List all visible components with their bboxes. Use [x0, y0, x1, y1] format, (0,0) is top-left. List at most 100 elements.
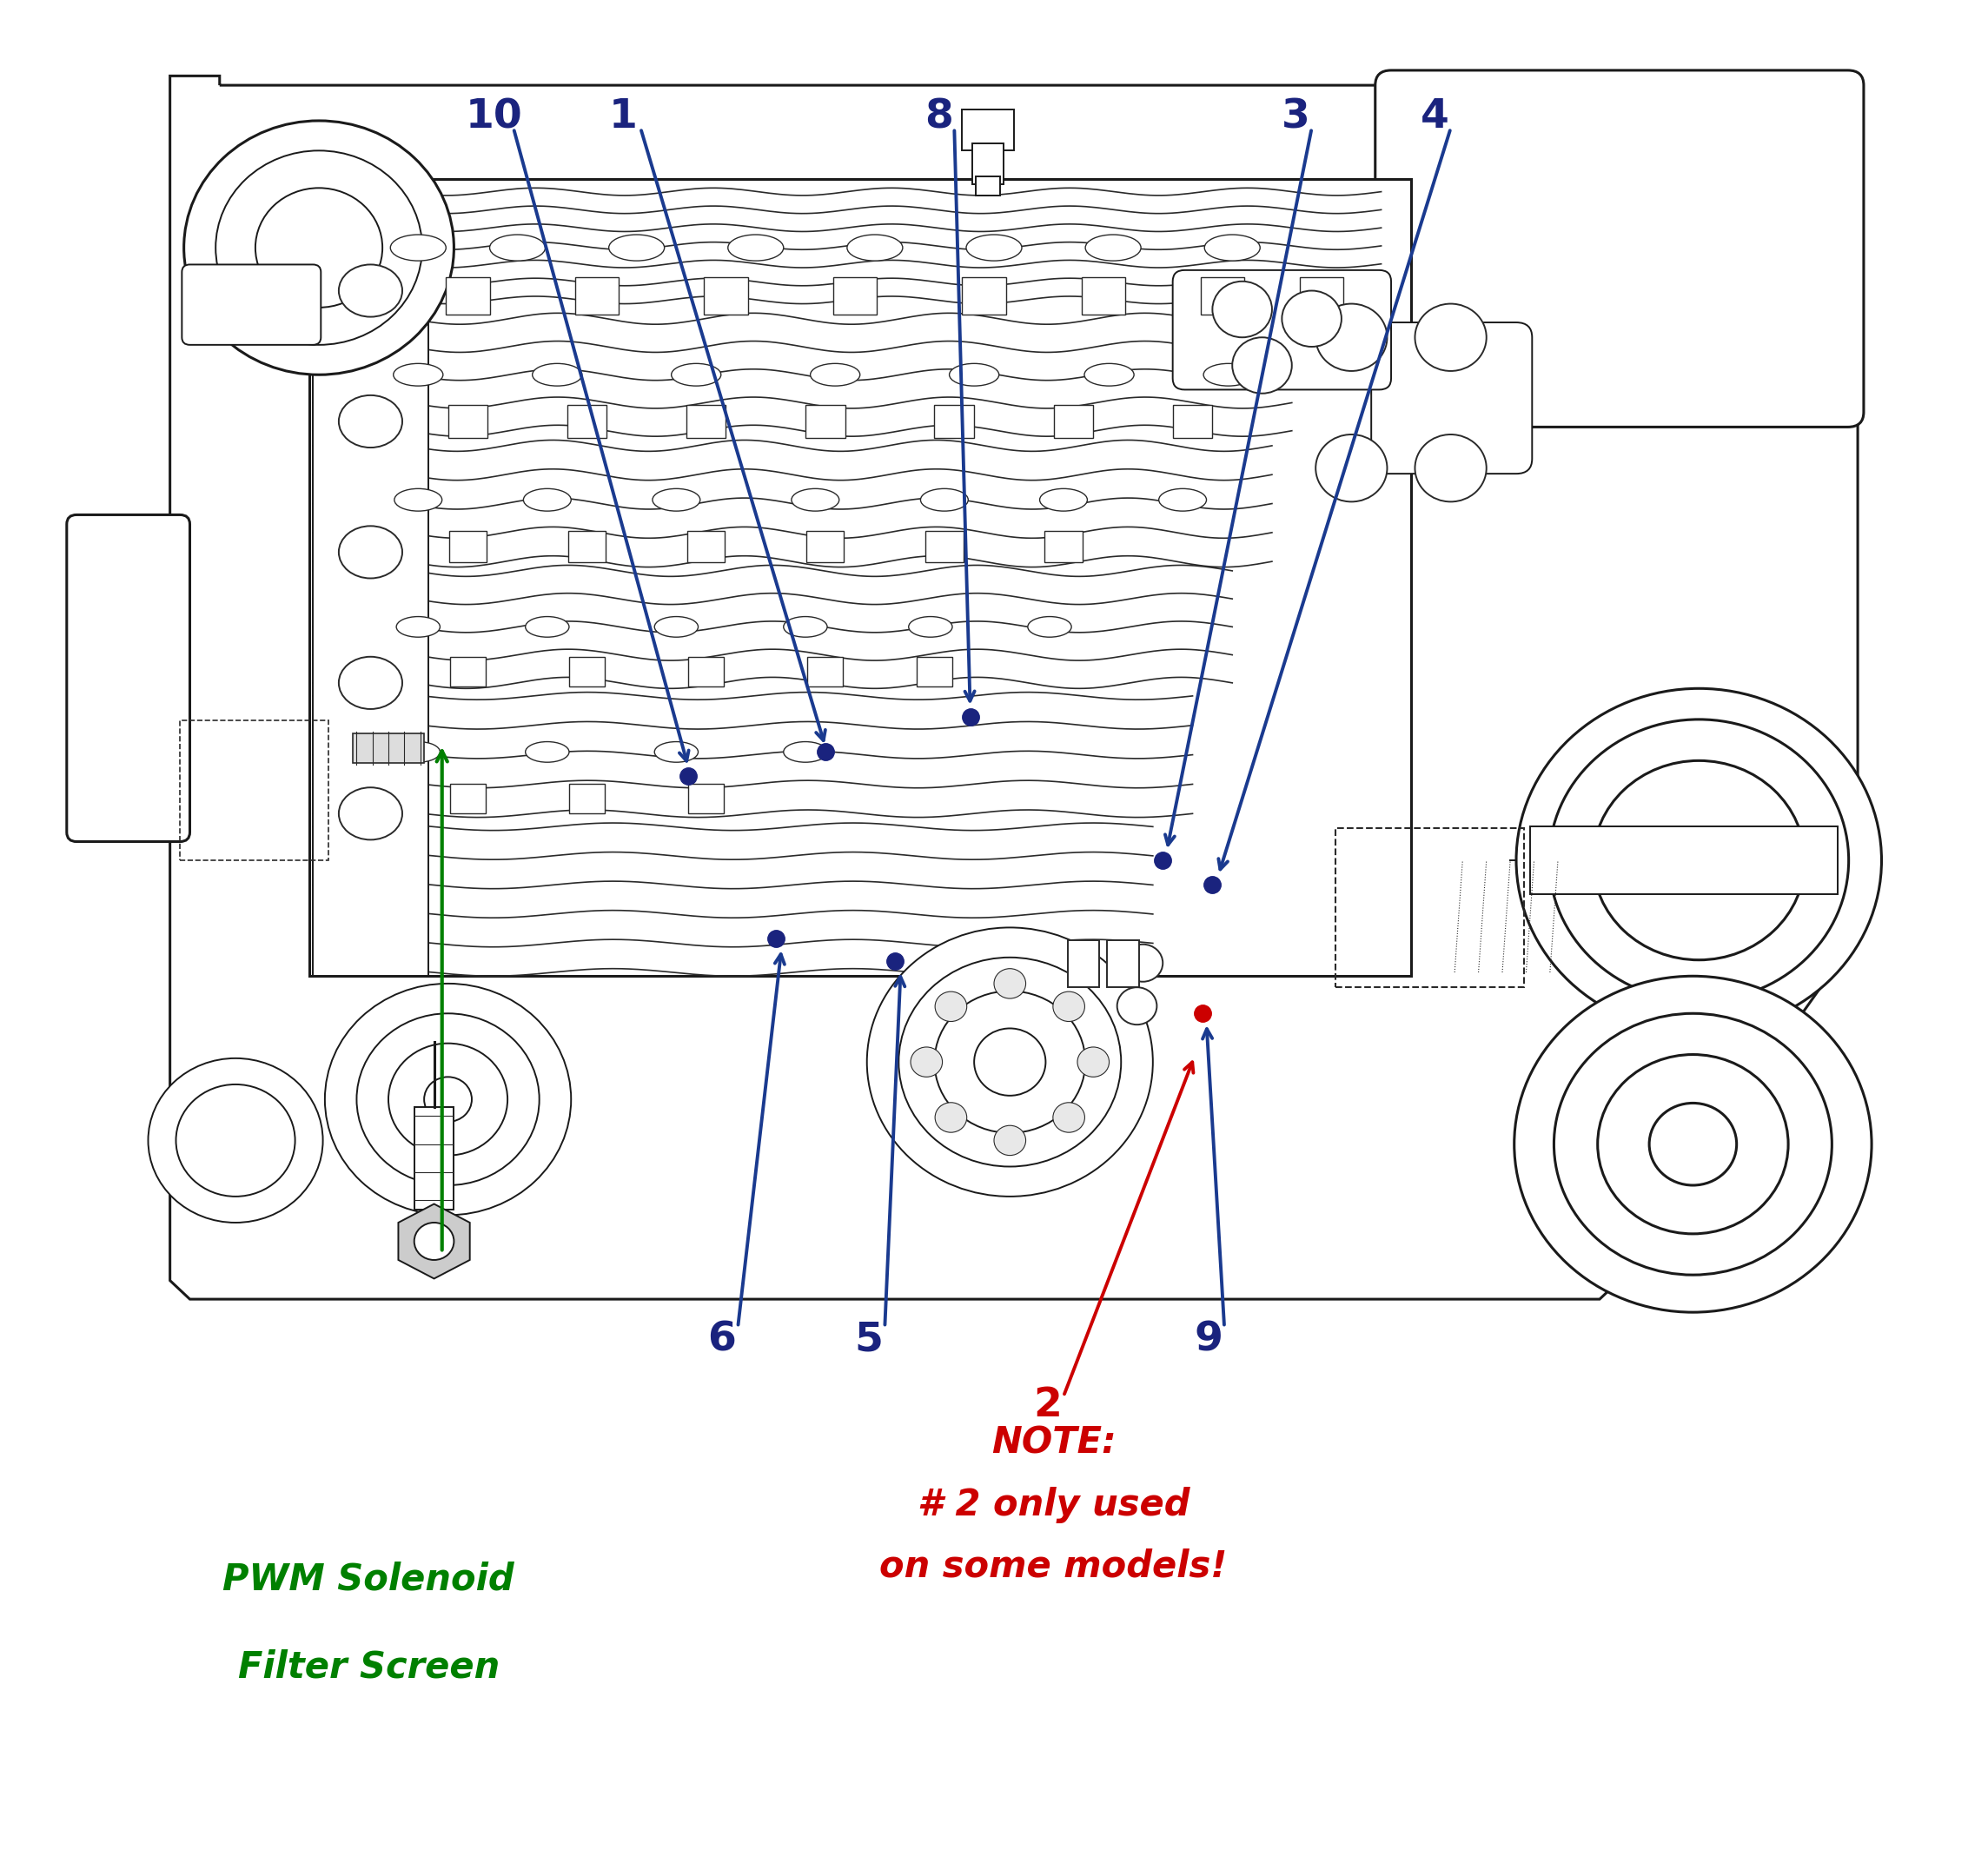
Bar	[704, 277, 747, 314]
Bar	[1107, 941, 1139, 987]
Circle shape	[1316, 303, 1388, 370]
Bar	[1173, 404, 1213, 438]
Circle shape	[1123, 944, 1163, 982]
Circle shape	[1598, 1055, 1789, 1234]
Bar	[688, 784, 724, 813]
Ellipse shape	[791, 488, 839, 511]
Bar	[1044, 531, 1081, 563]
Circle shape	[1517, 688, 1881, 1032]
Ellipse shape	[1205, 234, 1260, 260]
Ellipse shape	[1159, 488, 1207, 511]
Circle shape	[899, 957, 1121, 1167]
Ellipse shape	[1083, 363, 1133, 385]
Circle shape	[1316, 434, 1388, 501]
Bar	[962, 110, 1014, 151]
PathPatch shape	[171, 77, 1857, 1300]
Bar	[569, 531, 606, 563]
Circle shape	[177, 1085, 294, 1197]
Bar	[962, 277, 1006, 314]
Bar	[179, 720, 328, 860]
Bar	[569, 784, 604, 813]
Circle shape	[911, 1047, 942, 1077]
Ellipse shape	[672, 363, 722, 385]
Circle shape	[1555, 1014, 1831, 1275]
Ellipse shape	[338, 525, 402, 578]
Ellipse shape	[338, 395, 402, 447]
Circle shape	[867, 928, 1153, 1197]
Circle shape	[994, 969, 1026, 999]
Ellipse shape	[489, 234, 545, 260]
Text: PWM Solenoid: PWM Solenoid	[223, 1561, 515, 1597]
Text: 3: 3	[1282, 97, 1310, 137]
Circle shape	[1077, 1047, 1109, 1077]
Circle shape	[934, 991, 1085, 1133]
Ellipse shape	[728, 234, 783, 260]
Ellipse shape	[966, 234, 1022, 260]
Circle shape	[254, 189, 382, 307]
Ellipse shape	[1085, 234, 1141, 260]
Circle shape	[324, 984, 571, 1216]
Circle shape	[1415, 303, 1487, 370]
Ellipse shape	[909, 617, 952, 638]
Bar	[1531, 827, 1837, 894]
Text: 1: 1	[608, 97, 636, 137]
Ellipse shape	[920, 488, 968, 511]
Text: 5: 5	[855, 1320, 883, 1359]
Circle shape	[1650, 1103, 1738, 1186]
Bar	[805, 404, 845, 438]
Ellipse shape	[525, 617, 569, 638]
Ellipse shape	[396, 742, 439, 763]
Bar	[807, 656, 843, 686]
Ellipse shape	[396, 617, 439, 638]
Text: 2: 2	[1034, 1386, 1062, 1425]
Circle shape	[1549, 720, 1849, 1000]
Bar	[972, 144, 1004, 185]
Bar	[447, 404, 487, 438]
Bar	[312, 180, 427, 976]
Bar	[308, 180, 1411, 976]
Bar	[575, 277, 618, 314]
Bar	[445, 277, 489, 314]
Ellipse shape	[523, 488, 571, 511]
Circle shape	[356, 1014, 539, 1186]
Bar	[976, 178, 1000, 196]
Ellipse shape	[525, 742, 569, 763]
Bar	[688, 656, 724, 686]
Circle shape	[1054, 991, 1085, 1021]
Text: # 2 only used: # 2 only used	[916, 1487, 1189, 1522]
Ellipse shape	[533, 363, 582, 385]
Bar	[449, 531, 487, 563]
Circle shape	[934, 1103, 966, 1133]
Bar	[569, 656, 604, 686]
Ellipse shape	[1203, 363, 1252, 385]
Bar	[1068, 941, 1099, 987]
Circle shape	[1117, 987, 1157, 1025]
Circle shape	[974, 1029, 1046, 1096]
Bar	[414, 1107, 453, 1210]
Circle shape	[994, 1126, 1026, 1156]
Ellipse shape	[394, 488, 441, 511]
Ellipse shape	[338, 656, 402, 709]
Bar	[926, 531, 964, 563]
Ellipse shape	[811, 363, 861, 385]
FancyBboxPatch shape	[1376, 71, 1863, 426]
Ellipse shape	[654, 742, 698, 763]
Ellipse shape	[390, 234, 445, 260]
Circle shape	[149, 1058, 322, 1223]
Ellipse shape	[783, 617, 827, 638]
Bar	[1081, 277, 1125, 314]
Text: 10: 10	[465, 97, 523, 137]
Ellipse shape	[652, 488, 700, 511]
Bar	[688, 531, 726, 563]
Circle shape	[414, 1223, 453, 1260]
Ellipse shape	[394, 363, 443, 385]
Text: 9: 9	[1195, 1320, 1223, 1359]
Ellipse shape	[608, 234, 664, 260]
Circle shape	[1415, 434, 1487, 501]
Circle shape	[183, 122, 453, 374]
Bar	[833, 277, 877, 314]
Polygon shape	[398, 1204, 469, 1279]
Bar	[916, 656, 952, 686]
Bar	[1300, 277, 1344, 314]
Circle shape	[1233, 337, 1292, 393]
